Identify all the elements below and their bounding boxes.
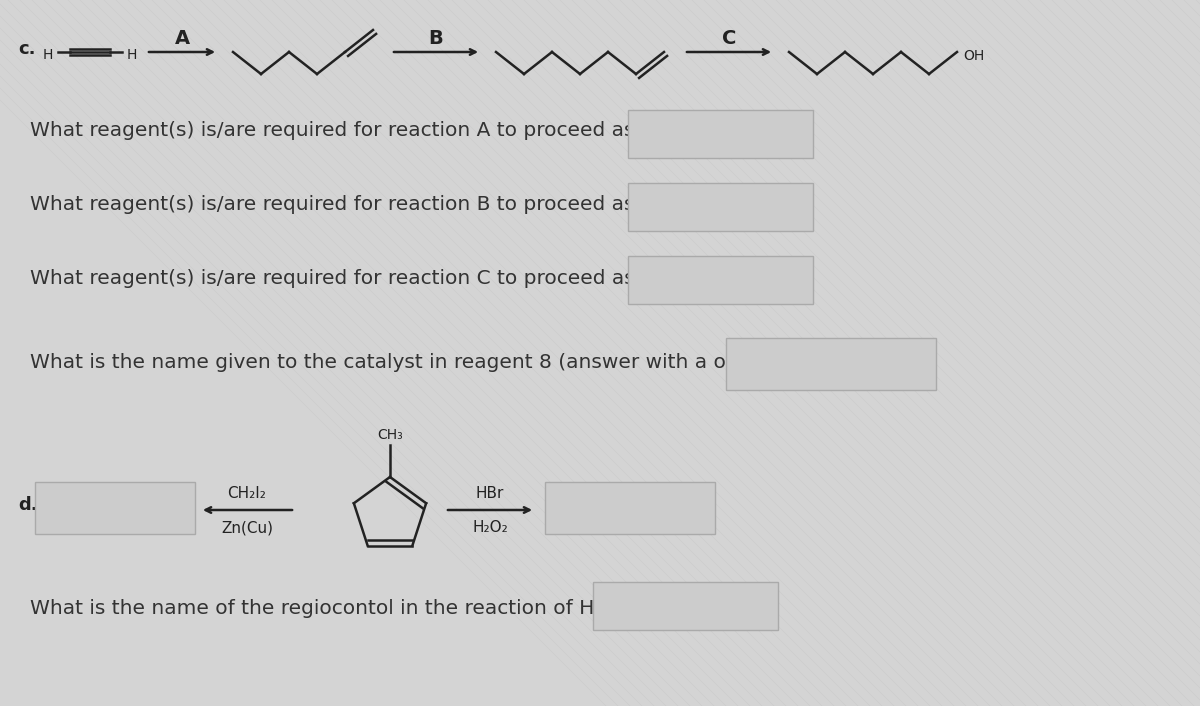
Text: C: C xyxy=(722,28,736,47)
Text: Zn(Cu): Zn(Cu) xyxy=(221,520,274,535)
Text: d.: d. xyxy=(18,496,37,514)
Text: CH₃: CH₃ xyxy=(377,428,403,442)
Bar xyxy=(593,582,778,630)
Bar xyxy=(628,256,814,304)
Bar xyxy=(726,338,936,390)
Text: What reagent(s) is/are required for reaction B to proceed as drawn?: What reagent(s) is/are required for reac… xyxy=(30,196,714,215)
Text: B: B xyxy=(428,28,443,47)
Bar xyxy=(628,110,814,158)
Text: HBr: HBr xyxy=(476,486,504,501)
Text: H: H xyxy=(43,48,53,62)
Text: H₂O₂: H₂O₂ xyxy=(472,520,508,535)
Text: H: H xyxy=(127,48,137,62)
Text: What is the name of the regiocontol in the reaction of HBr/H2O2?: What is the name of the regiocontol in t… xyxy=(30,599,691,618)
Text: c.: c. xyxy=(18,40,36,58)
Text: What reagent(s) is/are required for reaction C to proceed as drawn?: What reagent(s) is/are required for reac… xyxy=(30,268,715,287)
Text: CH₂I₂: CH₂I₂ xyxy=(228,486,266,501)
Text: What reagent(s) is/are required for reaction A to proceed as drawn?: What reagent(s) is/are required for reac… xyxy=(30,121,714,140)
Text: What is the name given to the catalyst in reagent 8 (answer with a one-word name: What is the name given to the catalyst i… xyxy=(30,352,890,371)
Text: OH: OH xyxy=(964,49,984,63)
Text: A: A xyxy=(174,28,190,47)
Bar xyxy=(35,482,194,534)
Bar xyxy=(628,183,814,231)
Bar xyxy=(545,482,715,534)
